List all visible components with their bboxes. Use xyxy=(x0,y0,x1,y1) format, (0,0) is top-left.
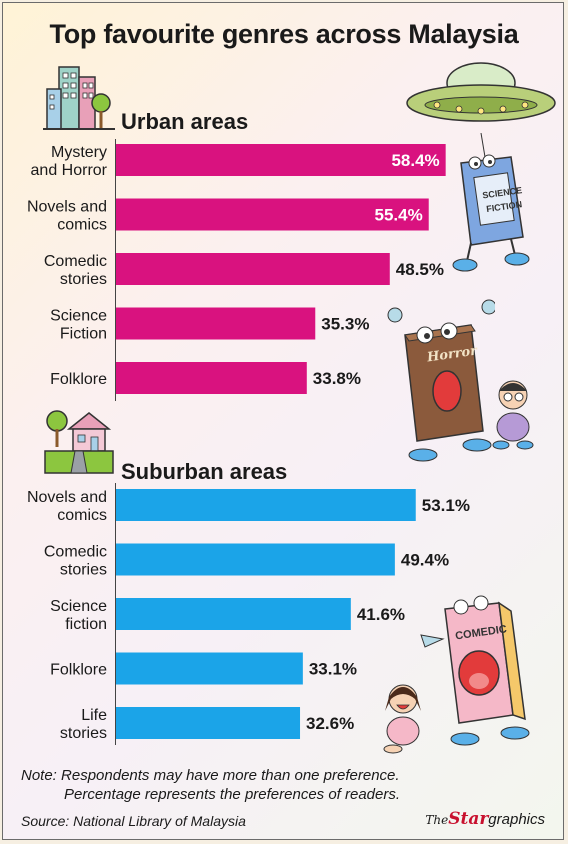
suburban-bar-3 xyxy=(116,652,303,685)
urban-value-label-2: 48.5% xyxy=(396,260,444,279)
science-fiction-book-illustration: SCIENCE FICTION xyxy=(452,133,530,272)
ufo-illustration xyxy=(406,62,556,122)
urban-category-label-3: Science Fiction xyxy=(50,308,107,343)
suburban-bar-2 xyxy=(116,598,351,630)
urban-bar-2 xyxy=(116,253,390,285)
suburban-bar-4 xyxy=(116,707,301,739)
note-line-2: Percentage represents the preferences of… xyxy=(64,786,401,803)
suburban-section-title: Suburban areas xyxy=(121,459,288,484)
comedic-book-illustration: COMEDIC xyxy=(420,595,530,746)
brand-the: The xyxy=(425,813,449,827)
horror-book-illustration: Horror xyxy=(387,299,495,462)
suburban-bar-0 xyxy=(116,489,416,521)
urban-bar-1 xyxy=(116,198,429,231)
urban-category-label-4: Folklore xyxy=(50,371,107,388)
horror-book-title: Horror xyxy=(425,343,479,365)
scared-child-illustration xyxy=(492,380,534,450)
suburban-category-label-0: Novels and comics xyxy=(27,489,107,524)
source-credit: Source: National Library of Malaysia xyxy=(21,813,246,829)
science-book-title-2: FICTION xyxy=(486,199,523,214)
urban-value-label-3: 35.3% xyxy=(321,315,369,334)
suburban-value-label-3: 33.1% xyxy=(309,660,357,679)
page-title: Top favourite genres across Malaysia xyxy=(49,19,519,49)
suburban-value-label-4: 32.6% xyxy=(306,714,354,733)
urban-category-label-1: Novels and comics xyxy=(27,199,107,234)
bar-charts: 58.4% Mystery and Horror 55.4% Novels and com… xyxy=(27,139,470,745)
urban-value-label-1: 55.4% xyxy=(375,206,423,225)
suburban-value-label-1: 49.4% xyxy=(401,551,449,570)
suburban-category-label-4: Life stories xyxy=(60,707,107,742)
laughing-child-illustration xyxy=(383,684,421,754)
note-line-1: Note: Respondents may have more than one… xyxy=(21,767,400,784)
suburban-category-label-2: Science fiction xyxy=(50,598,107,633)
urban-bar-3 xyxy=(116,307,316,340)
suburban-value-label-0: 53.1% xyxy=(422,496,470,515)
urban-bar-4 xyxy=(116,362,307,394)
brand-graphics: graphics xyxy=(488,811,545,828)
brand-star: Star xyxy=(448,809,489,829)
suburban-value-label-2: 41.6% xyxy=(357,605,405,624)
brand-logo: TheStargraphics xyxy=(425,809,545,829)
suburban-bar-1 xyxy=(116,543,395,576)
suburban-house-icon xyxy=(44,410,114,474)
footnote: Note: Respondents may have more than one… xyxy=(21,766,561,804)
suburban-category-label-3: Folklore xyxy=(50,662,107,679)
city-buildings-icon xyxy=(43,66,115,130)
urban-value-label-4: 33.8% xyxy=(313,369,361,388)
urban-bar-0 xyxy=(116,144,446,176)
urban-section-title: Urban areas xyxy=(121,109,249,134)
urban-category-label-0: Mystery and Horror xyxy=(31,144,108,179)
suburban-category-label-1: Comedic stories xyxy=(44,544,107,579)
urban-value-label-0: 58.4% xyxy=(391,151,439,170)
urban-category-label-2: Comedic stories xyxy=(44,253,107,288)
